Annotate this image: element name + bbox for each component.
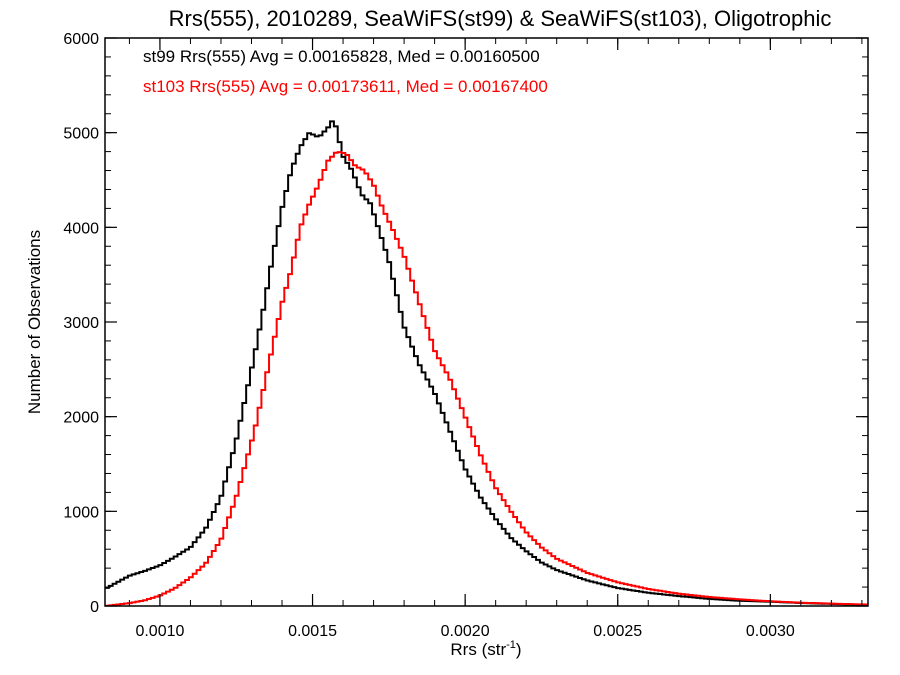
y-tick-label: 4000 [63, 220, 99, 237]
x-tick-label: 0.0030 [746, 623, 795, 640]
chart-title: Rrs(555), 2010289, SeaWiFS(st99) & SeaWi… [169, 6, 832, 31]
series-layer [105, 120, 868, 606]
y-tick-label: 5000 [63, 126, 99, 143]
series-st103-line [105, 151, 868, 606]
legend-entry-st103: st103 Rrs(555) Avg = 0.00173611, Med = 0… [143, 77, 548, 96]
axes-layer: 0.0010 0.0015 0.0020 0.0025 0.0030 0 1000 2000 3… [63, 31, 868, 640]
legend-entry-st99: st99 Rrs(555) Avg = 0.00165828, Med = 0.… [143, 47, 540, 66]
x-tick-label: 0.0010 [135, 623, 184, 640]
y-tick-label: 3000 [63, 315, 99, 332]
x-axis-label: Rrs (str-1) [450, 639, 521, 659]
plot-frame [104, 37, 869, 607]
y-tick-label: 6000 [63, 31, 99, 48]
x-axis-label-exponent: -1 [506, 639, 516, 651]
x-tick-label: 0.0025 [593, 623, 642, 640]
y-axis-label: Number of Observations [25, 230, 44, 414]
x-tick-label: 0.0015 [288, 623, 337, 640]
x-tick-label: 0.0020 [441, 623, 490, 640]
y-tick-label: 1000 [63, 504, 99, 521]
x-axis-label-main: Rrs (str [450, 640, 506, 659]
series-st99-line [105, 120, 868, 606]
y-tick-label: 0 [90, 599, 99, 616]
y-tick-label: 2000 [63, 410, 99, 427]
x-axis-label-tail: ) [516, 640, 522, 659]
